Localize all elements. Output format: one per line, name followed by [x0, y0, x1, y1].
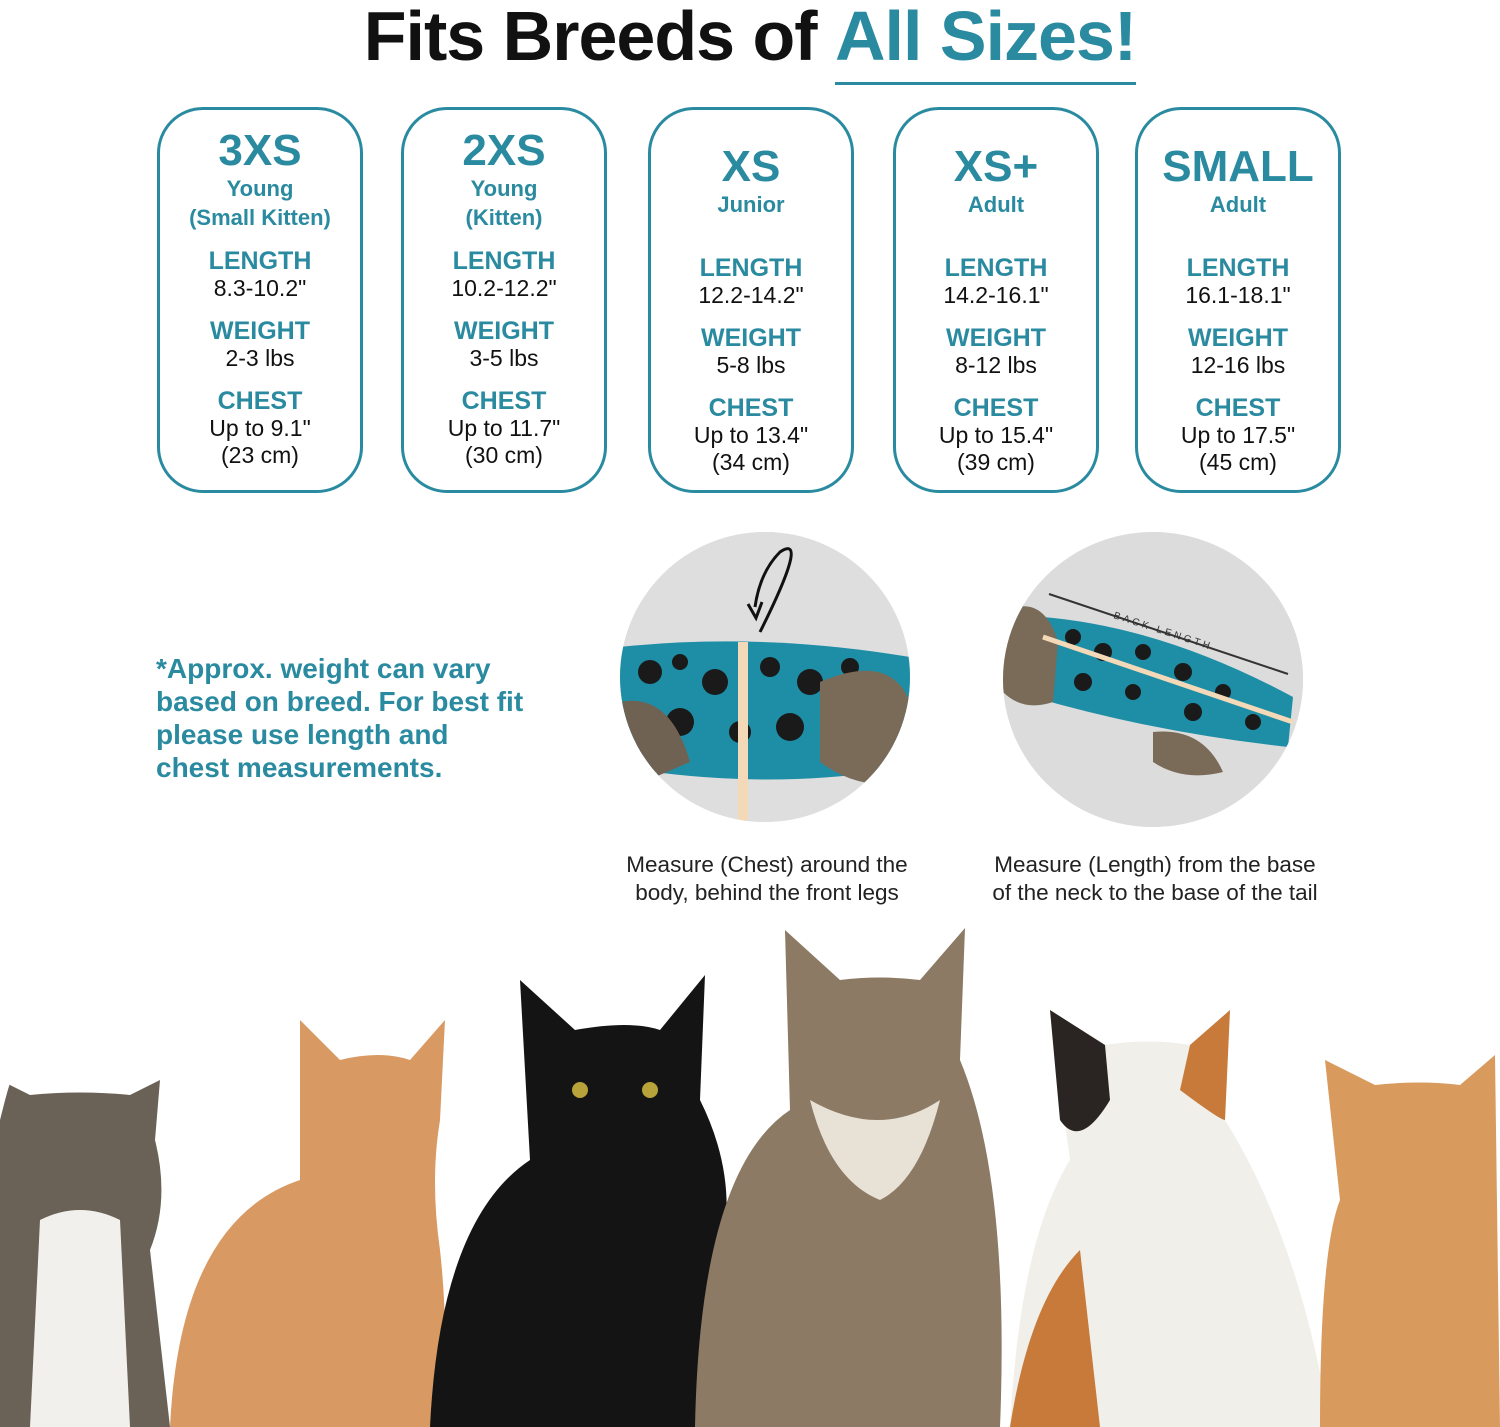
size-age: Young	[470, 176, 538, 201]
chest-caption: Measure (Chest) around the body, behind …	[598, 851, 936, 907]
size-name: SMALL	[1162, 142, 1314, 191]
chest-cm-value: (34 cm)	[712, 449, 790, 475]
chest-value: Up to 13.4"	[693, 422, 809, 448]
weight-value: 5-8 lbs	[716, 352, 786, 378]
chest-cm-value: (45 cm)	[1199, 449, 1277, 475]
weight-value: 8-12 lbs	[955, 352, 1037, 378]
weight-label: WEIGHT	[946, 324, 1046, 352]
chest-measure-photo	[620, 532, 910, 822]
chest-cm-value: (23 cm)	[221, 442, 299, 468]
length-value: 14.2-16.1"	[943, 282, 1049, 308]
size-age: Junior	[717, 192, 785, 217]
size-name: 2XS	[462, 126, 546, 175]
caption-line: Measure (Chest) around the	[626, 852, 908, 877]
chest-value: Up to 17.5"	[1180, 422, 1296, 448]
length-label: LENGTH	[452, 247, 556, 275]
length-label: LENGTH	[944, 254, 1048, 282]
chest-value: Up to 15.4"	[938, 422, 1054, 448]
size-name: XS+	[953, 142, 1039, 191]
size-name: 3XS	[218, 126, 302, 175]
cat-black	[430, 975, 727, 1427]
size-name: XS	[721, 142, 781, 191]
weight-label: WEIGHT	[210, 317, 310, 345]
caption-line: body, behind the front legs	[635, 880, 899, 905]
weight-label: WEIGHT	[454, 317, 554, 345]
weight-value: 2-3 lbs	[225, 345, 295, 371]
length-label: LENGTH	[699, 254, 803, 282]
chest-label: CHEST	[461, 387, 547, 415]
chest-label: CHEST	[708, 394, 794, 422]
note-line: *Approx. weight can vary	[156, 653, 491, 684]
note-line: please use length and	[156, 719, 449, 750]
weight-value: 12-16 lbs	[1190, 352, 1286, 378]
length-value: 12.2-14.2"	[698, 282, 804, 308]
length-value: 10.2-12.2"	[451, 275, 557, 301]
size-card-small: SMALL Adult LENGTH 16.1-18.1" WEIGHT 12-16 lb…	[1135, 107, 1341, 493]
caption-line: of the neck to the base of the tail	[992, 880, 1318, 905]
chest-cm-value: (39 cm)	[957, 449, 1035, 475]
fit-note: *Approx. weight can vary based on breed.…	[156, 652, 523, 784]
chest-label: CHEST	[1195, 394, 1281, 422]
cat-tabby-kitten	[0, 1080, 170, 1427]
size-age: Adult	[967, 192, 1025, 217]
note-line: based on breed. For best fit	[156, 686, 524, 717]
page-title: Fits Breeds of All Sizes!	[0, 0, 1500, 85]
chest-value: Up to 11.7"	[447, 415, 561, 441]
size-age-detail: (Kitten)	[465, 205, 543, 230]
cats-photo	[0, 928, 1500, 1427]
title-accent: All Sizes!	[835, 0, 1137, 85]
length-measure-photo: BACK LENGTH	[1003, 532, 1303, 827]
chest-label: CHEST	[217, 387, 303, 415]
caption-line: Measure (Length) from the base	[994, 852, 1316, 877]
weight-value: 3-5 lbs	[469, 345, 539, 371]
title-prefix: Fits Breeds of	[363, 0, 818, 75]
size-card-2xs: 2XS Young (Kitten) LENGTH 10.2-12.2" WEIGHT 3-…	[401, 107, 607, 493]
cat-calico	[1010, 1010, 1330, 1427]
length-caption: Measure (Length) from the base of the ne…	[950, 851, 1360, 907]
length-value: 8.3-10.2"	[213, 275, 307, 301]
chest-cm-value: (30 cm)	[465, 442, 543, 468]
size-age: Adult	[1209, 192, 1267, 217]
size-card-xs+: XS+ Adult LENGTH 14.2-16.1" WEIGHT 8-12 lbs CH…	[893, 107, 1099, 493]
length-value: 16.1-18.1"	[1185, 282, 1291, 308]
cat-orange-1	[170, 1020, 445, 1427]
length-label: LENGTH	[1186, 254, 1290, 282]
chest-value: Up to 9.1"	[209, 415, 311, 441]
weight-label: WEIGHT	[1188, 324, 1288, 352]
note-line: chest measurements.	[156, 752, 443, 783]
weight-label: WEIGHT	[701, 324, 801, 352]
size-age-detail: (Small Kitten)	[189, 205, 331, 230]
size-card-xs: XS Junior LENGTH 12.2-14.2" WEIGHT 5-8 lbs CHE…	[648, 107, 854, 493]
chest-label: CHEST	[953, 394, 1039, 422]
cat-maine-coon	[695, 928, 1002, 1427]
cat-orange-2	[1320, 1055, 1500, 1427]
size-card-3xs: 3XS Young (Small Kitten) LENGTH 8.3-10.2" WEI…	[157, 107, 363, 493]
size-age: Young	[226, 176, 294, 201]
length-label: LENGTH	[208, 247, 312, 275]
